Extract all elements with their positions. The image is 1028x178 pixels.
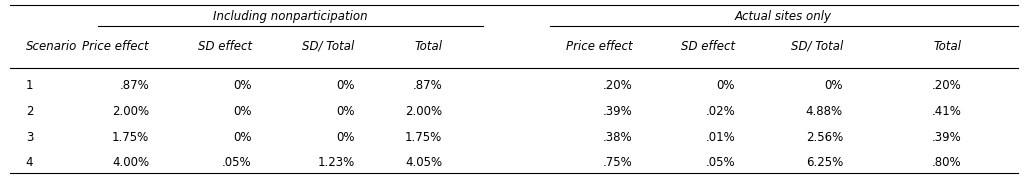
- Text: .20%: .20%: [602, 79, 632, 92]
- Text: 0%: 0%: [336, 130, 355, 144]
- Text: SD effect: SD effect: [197, 40, 252, 53]
- Text: 6.25%: 6.25%: [806, 156, 843, 169]
- Text: 4.05%: 4.05%: [405, 156, 442, 169]
- Text: .39%: .39%: [602, 105, 632, 118]
- Text: Scenario: Scenario: [26, 40, 77, 53]
- Text: 4: 4: [26, 156, 33, 169]
- Text: Price effect: Price effect: [82, 40, 149, 53]
- Text: .75%: .75%: [602, 156, 632, 169]
- Text: 0%: 0%: [233, 79, 252, 92]
- Text: 3: 3: [26, 130, 33, 144]
- Text: .02%: .02%: [705, 105, 735, 118]
- Text: .01%: .01%: [705, 130, 735, 144]
- Text: Including nonparticipation: Including nonparticipation: [213, 9, 367, 23]
- Text: SD/ Total: SD/ Total: [302, 40, 355, 53]
- Text: .80%: .80%: [931, 156, 961, 169]
- Text: .87%: .87%: [412, 79, 442, 92]
- Text: 4.88%: 4.88%: [806, 105, 843, 118]
- Text: 2: 2: [26, 105, 33, 118]
- Text: 0%: 0%: [233, 130, 252, 144]
- Text: .41%: .41%: [931, 105, 961, 118]
- Text: 0%: 0%: [336, 79, 355, 92]
- Text: .38%: .38%: [602, 130, 632, 144]
- Text: .05%: .05%: [705, 156, 735, 169]
- Text: 1: 1: [26, 79, 33, 92]
- Text: SD effect: SD effect: [681, 40, 735, 53]
- Text: Total: Total: [414, 40, 442, 53]
- Text: .20%: .20%: [931, 79, 961, 92]
- Text: .05%: .05%: [222, 156, 252, 169]
- Text: .87%: .87%: [119, 79, 149, 92]
- Text: 2.00%: 2.00%: [112, 105, 149, 118]
- Text: 1.75%: 1.75%: [405, 130, 442, 144]
- Text: SD/ Total: SD/ Total: [791, 40, 843, 53]
- Text: Price effect: Price effect: [565, 40, 632, 53]
- Text: 1.23%: 1.23%: [318, 156, 355, 169]
- Text: .39%: .39%: [931, 130, 961, 144]
- Text: 0%: 0%: [336, 105, 355, 118]
- Text: 4.00%: 4.00%: [112, 156, 149, 169]
- Text: 0%: 0%: [824, 79, 843, 92]
- Text: 0%: 0%: [233, 105, 252, 118]
- Text: 0%: 0%: [717, 79, 735, 92]
- Text: Actual sites only: Actual sites only: [735, 9, 832, 23]
- Text: 2.00%: 2.00%: [405, 105, 442, 118]
- Text: 1.75%: 1.75%: [112, 130, 149, 144]
- Text: 2.56%: 2.56%: [806, 130, 843, 144]
- Text: Total: Total: [933, 40, 961, 53]
